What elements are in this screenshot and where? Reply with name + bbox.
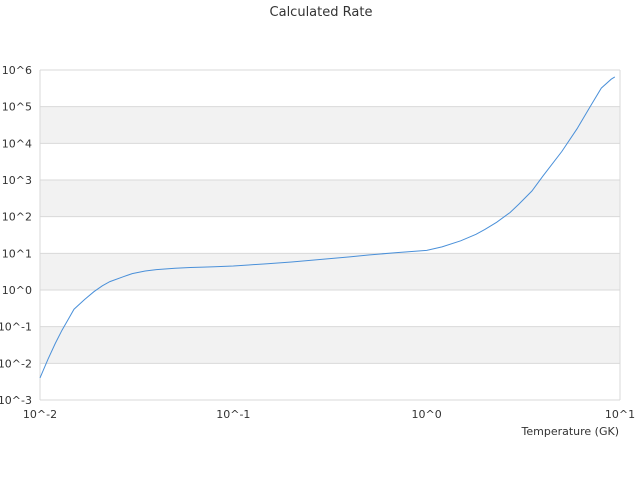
chart-title: Calculated Rate [270, 5, 373, 20]
grid-band [40, 253, 620, 290]
y-tick-label: 10^2 [2, 211, 32, 224]
y-tick-label: 10^-1 [0, 321, 32, 334]
series-line [39, 76, 616, 379]
y-axis: 10^-3 10^-2 10^-1 10^0 10^1 10^2 10^3 10^4 10^5 1… [0, 64, 32, 407]
grid-lines [39, 69, 621, 401]
y-tick-label: 10^0 [2, 284, 32, 297]
x-tick-label: 10^1 [605, 408, 635, 421]
y-tick-label: 10^5 [2, 101, 32, 114]
x-axis: 10^-2 10^-1 10^0 10^1 [23, 408, 635, 421]
y-tick-label: 10^6 [2, 64, 32, 77]
y-tick-label: 10^1 [2, 247, 32, 260]
x-tick-label: 10^0 [412, 408, 442, 421]
y-tick-label: 10^-3 [0, 394, 32, 407]
x-tick-label: 10^-1 [216, 408, 250, 421]
y-tick-label: 10^4 [2, 137, 32, 150]
x-tick-label: 10^-2 [23, 408, 57, 421]
grid-band [40, 106, 620, 144]
x-axis-label: Temperature (GK) [521, 425, 620, 438]
series-group [39, 76, 616, 379]
grid-bands [40, 106, 620, 364]
grid-band [40, 326, 620, 364]
y-tick-label: 10^-2 [0, 357, 32, 370]
y-tick-label: 10^3 [2, 174, 32, 187]
grid-band [40, 180, 620, 217]
